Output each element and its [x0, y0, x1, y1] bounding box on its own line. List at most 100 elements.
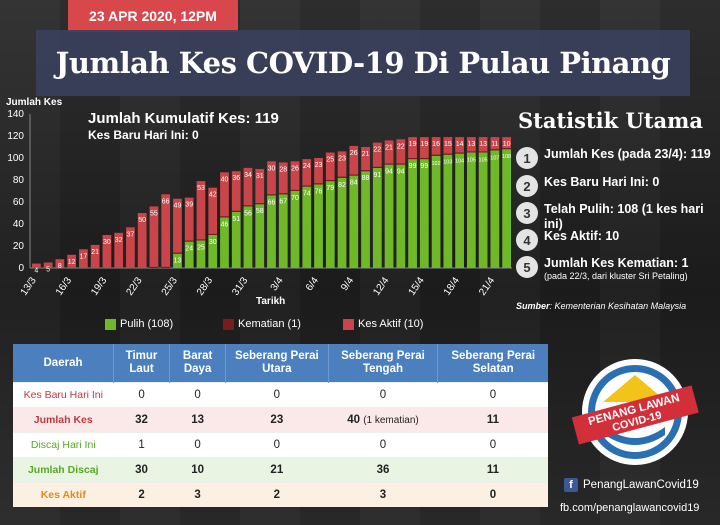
bar-recovered — [196, 240, 206, 268]
bar-deaths — [490, 149, 500, 151]
table-row: Jumlah Kes 32 13 23 40 (1 kematian) 11 — [13, 407, 548, 433]
bar-recovered — [243, 206, 253, 268]
stat-number: 2 — [516, 175, 538, 197]
data-label-recovered: 46 — [221, 221, 229, 228]
data-label-recovered: 105 — [467, 158, 476, 164]
table-row: Discaj Hari Ini 1 0 0 0 0 — [13, 432, 548, 458]
data-label-active: 32 — [115, 237, 123, 244]
bar-deaths — [455, 152, 464, 154]
x-tick-label: 15/4 — [407, 275, 427, 298]
table-cell: 23 — [225, 407, 329, 433]
data-label-active: 13 — [467, 141, 475, 148]
data-label-active: 24 — [303, 163, 311, 170]
data-label-recovered: 24 — [185, 246, 193, 253]
bar-active — [184, 197, 194, 241]
bar-deaths — [325, 180, 335, 182]
facebook-handle[interactable]: f PenangLawanCovid19 — [564, 478, 699, 492]
stat-text: Kes Aktif: 10 — [544, 229, 620, 243]
x-tick-label: 16/3 — [54, 275, 74, 298]
bar-active — [396, 139, 406, 164]
data-label-active: 30 — [268, 165, 276, 172]
bar-recovered — [478, 152, 488, 268]
data-label-active: 19 — [420, 141, 428, 148]
data-label-active: 25 — [326, 157, 334, 164]
table-cell: 0 — [225, 382, 329, 408]
bar-active — [314, 158, 323, 184]
bar-recovered — [431, 155, 441, 268]
bar-recovered — [349, 175, 359, 268]
x-tick-label: 22/3 — [124, 275, 144, 298]
data-label-recovered: 105 — [479, 158, 488, 164]
bar-recovered — [220, 217, 229, 268]
bar-recovered — [466, 152, 476, 268]
bar-active — [196, 181, 206, 240]
bar-deaths — [337, 176, 347, 178]
table-cell: 0 — [113, 382, 170, 408]
table-cell: 0 — [328, 432, 438, 458]
data-label-active: 11 — [491, 141, 498, 148]
table-cell: 10 — [169, 457, 226, 483]
bar-active — [43, 262, 53, 268]
table-header: Timur Laut — [113, 344, 171, 383]
bar-deaths — [361, 170, 370, 172]
data-label-active: 22 — [397, 143, 405, 150]
x-tick-label: 13/3 — [19, 275, 39, 298]
bar-deaths — [396, 163, 406, 165]
table-cell: 1 — [113, 432, 170, 458]
bar-active — [384, 140, 394, 164]
stats-title: Statistik Utama — [518, 108, 703, 133]
facebook-name: PenangLawanCovid19 — [583, 479, 699, 491]
data-label-active: 28 — [279, 166, 287, 173]
bar-active — [90, 244, 100, 268]
table-row: Kes Baru Hari Ini 0 0 0 0 0 — [13, 382, 548, 408]
row-label: Discaj Hari Ini — [13, 432, 114, 458]
facebook-url[interactable]: fb.com/penanglawancovid19 — [560, 502, 700, 514]
district-table: Daerah Timur Laut Barat Daya Seberang Pe… — [13, 344, 548, 507]
table-cell: 0 — [437, 482, 548, 507]
table-cell: 2 — [113, 482, 170, 507]
bar-active — [102, 235, 112, 268]
x-tick-label: 21/4 — [477, 275, 497, 298]
bar-active — [361, 147, 370, 171]
stat-number: 1 — [516, 147, 538, 169]
source-text: : Kementerian Kesihatan Malaysia — [549, 301, 687, 311]
bar-recovered — [384, 164, 394, 268]
data-label-recovered: 82 — [338, 182, 346, 189]
bar-deaths — [502, 148, 511, 150]
stat-item: 3 Telah Pulih: 108 (1 kes hari ini) — [516, 202, 720, 232]
table-cell: 0 — [225, 432, 329, 458]
bar-deaths — [220, 216, 229, 218]
data-label-recovered: 30 — [209, 239, 217, 246]
row-label: Jumlah Kes — [13, 407, 114, 433]
row-label: Kes Aktif — [13, 482, 114, 507]
bar-recovered — [302, 186, 312, 268]
data-label-active: 12 — [68, 259, 76, 266]
bar-deaths — [196, 239, 206, 241]
data-label-active: 50 — [138, 217, 146, 224]
data-label-active: 53 — [197, 185, 205, 192]
data-label-active: 36 — [232, 175, 240, 182]
data-label-recovered: 70 — [291, 195, 299, 202]
table-cell: 32 — [113, 407, 170, 433]
bar-recovered — [337, 177, 347, 268]
bar-active — [220, 172, 229, 217]
date-label: 23 APR 2020, 12PM — [89, 8, 217, 24]
data-label-recovered: 79 — [326, 185, 334, 192]
bar-deaths — [419, 158, 429, 160]
bar-recovered — [490, 150, 500, 268]
badge-ribbon-band — [571, 385, 699, 445]
bar-recovered — [396, 164, 406, 268]
x-tick-label: 25/3 — [160, 275, 180, 298]
bar-active — [337, 151, 347, 177]
y-tick-label: 40 — [13, 219, 25, 230]
table-cell: 0 — [328, 382, 438, 408]
data-label-recovered: 91 — [373, 172, 381, 179]
data-label-recovered: 25 — [197, 245, 205, 252]
bar-recovered — [372, 167, 382, 268]
data-label-recovered: 58 — [256, 208, 264, 215]
data-label-active: 55 — [150, 210, 158, 217]
x-tick-label: 3/4 — [269, 275, 286, 293]
table-cell: 0 — [169, 432, 226, 458]
data-label-active: 39 — [185, 202, 193, 209]
